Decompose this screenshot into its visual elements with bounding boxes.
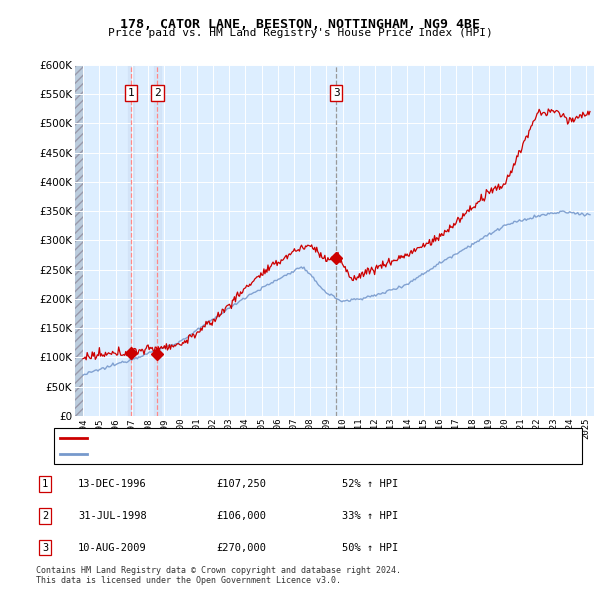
Text: 31-JUL-1998: 31-JUL-1998 [78, 511, 147, 520]
Text: 178, CATOR LANE, BEESTON, NOTTINGHAM, NG9 4BE: 178, CATOR LANE, BEESTON, NOTTINGHAM, NG… [120, 18, 480, 31]
Text: 10-AUG-2009: 10-AUG-2009 [78, 543, 147, 552]
Text: 2: 2 [42, 511, 48, 520]
Text: £270,000: £270,000 [216, 543, 266, 552]
Text: Contains HM Land Registry data © Crown copyright and database right 2024.: Contains HM Land Registry data © Crown c… [36, 566, 401, 575]
Text: 1: 1 [42, 479, 48, 489]
Text: £107,250: £107,250 [216, 479, 266, 489]
Text: 50% ↑ HPI: 50% ↑ HPI [342, 543, 398, 552]
Bar [154, 65, 161, 416]
Bar [128, 65, 134, 416]
Text: 33% ↑ HPI: 33% ↑ HPI [342, 511, 398, 520]
Text: 2: 2 [154, 88, 161, 98]
Bar [75, 65, 83, 416]
Text: 3: 3 [333, 88, 340, 98]
Text: 52% ↑ HPI: 52% ↑ HPI [342, 479, 398, 489]
Text: 178, CATOR LANE, BEESTON, NOTTINGHAM, NG9 4BE (detached house): 178, CATOR LANE, BEESTON, NOTTINGHAM, NG… [93, 433, 457, 443]
Text: 3: 3 [42, 543, 48, 552]
Text: This data is licensed under the Open Government Licence v3.0.: This data is licensed under the Open Gov… [36, 576, 341, 585]
Text: 13-DEC-1996: 13-DEC-1996 [78, 479, 147, 489]
Text: Price paid vs. HM Land Registry's House Price Index (HPI): Price paid vs. HM Land Registry's House … [107, 28, 493, 38]
Text: HPI: Average price, detached house, Broxtowe: HPI: Average price, detached house, Brox… [93, 449, 352, 459]
Text: £106,000: £106,000 [216, 511, 266, 520]
Text: 1: 1 [128, 88, 134, 98]
